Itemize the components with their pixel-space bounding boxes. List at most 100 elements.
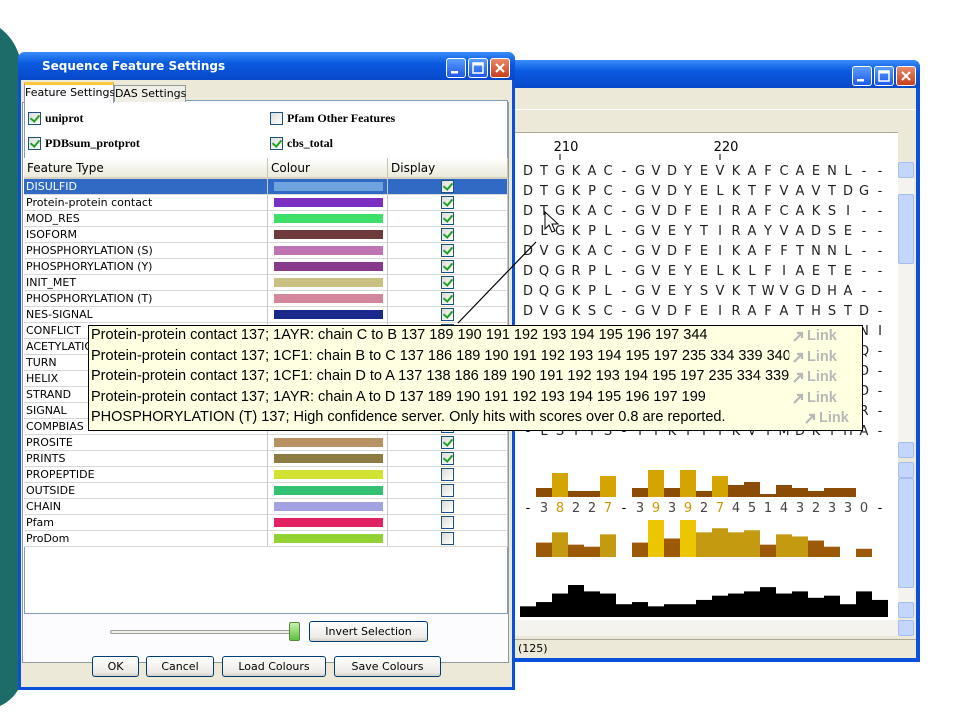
residue: - bbox=[862, 244, 867, 259]
feature-name[interactable]: PHOSPHORYLATION (S) bbox=[24, 243, 268, 259]
colour-swatch[interactable] bbox=[274, 262, 383, 271]
feature-name[interactable]: PROSITE bbox=[24, 435, 268, 451]
residue: D bbox=[795, 424, 805, 439]
display-checkbox[interactable] bbox=[441, 212, 454, 225]
link-text[interactable]: Link bbox=[807, 328, 837, 344]
colour-swatch[interactable] bbox=[274, 230, 383, 239]
save-button[interactable]: Save Colours bbox=[334, 656, 441, 677]
slider-thumb[interactable] bbox=[289, 622, 300, 641]
colour-swatch[interactable] bbox=[274, 278, 383, 287]
display-checkbox[interactable] bbox=[441, 484, 454, 497]
load-button[interactable]: Load Colours bbox=[222, 656, 326, 677]
consensus-bar bbox=[792, 591, 808, 617]
minimize-button[interactable] bbox=[852, 66, 872, 86]
colour-swatch[interactable] bbox=[274, 518, 383, 527]
colour-swatch[interactable] bbox=[274, 198, 383, 207]
residue: S bbox=[588, 304, 596, 319]
feature-name[interactable]: PRINTS bbox=[24, 451, 268, 467]
display-checkbox[interactable] bbox=[441, 276, 454, 289]
colour-swatch[interactable] bbox=[274, 246, 383, 255]
display-checkbox[interactable] bbox=[441, 228, 454, 241]
display-checkbox[interactable] bbox=[441, 244, 454, 257]
link-icon[interactable]: Link bbox=[789, 389, 840, 408]
link-text[interactable]: Link bbox=[807, 348, 837, 365]
feature-name[interactable]: DISULFID bbox=[24, 179, 268, 195]
feature-name[interactable]: PHOSPHORYLATION (T) bbox=[24, 291, 268, 307]
source-checkbox[interactable] bbox=[28, 112, 41, 125]
link-icon[interactable]: Link bbox=[789, 369, 840, 388]
display-cell bbox=[388, 307, 508, 323]
link-text[interactable]: Link bbox=[807, 389, 837, 406]
link-icon[interactable]: Link bbox=[789, 348, 840, 367]
residue: R bbox=[731, 204, 740, 219]
display-checkbox[interactable] bbox=[441, 516, 454, 529]
close-button[interactable] bbox=[896, 66, 916, 86]
link-icon[interactable]: Link bbox=[801, 410, 852, 429]
colour-swatch[interactable] bbox=[274, 438, 383, 447]
residue: G bbox=[555, 224, 565, 239]
link-icon[interactable]: Link bbox=[789, 328, 840, 346]
feature-name[interactable]: MOD_RES bbox=[24, 211, 268, 227]
feature-name[interactable]: PHOSPHORYLATION (Y) bbox=[24, 259, 268, 275]
residue: L bbox=[748, 264, 756, 279]
residue: A bbox=[796, 184, 805, 199]
residue: K bbox=[572, 244, 581, 259]
feature-name[interactable]: ProDom bbox=[24, 531, 268, 547]
colour-swatch[interactable] bbox=[274, 294, 383, 303]
display-checkbox[interactable] bbox=[441, 196, 454, 209]
feature-name[interactable]: ISOFORM bbox=[24, 227, 268, 243]
colour-swatch[interactable] bbox=[274, 534, 383, 543]
vertical-scrollbar[interactable] bbox=[898, 162, 914, 458]
colour-swatch[interactable] bbox=[274, 486, 383, 495]
display-checkbox[interactable] bbox=[441, 500, 454, 513]
feature-name[interactable]: CHAIN bbox=[24, 499, 268, 515]
colour-swatch[interactable] bbox=[274, 214, 383, 223]
display-checkbox[interactable] bbox=[441, 468, 454, 481]
close-button[interactable] bbox=[490, 58, 510, 78]
maximize-button[interactable] bbox=[468, 58, 488, 78]
source-checkbox[interactable] bbox=[270, 137, 283, 150]
ok-button[interactable]: OK bbox=[92, 656, 139, 677]
link-text[interactable]: Link bbox=[819, 410, 849, 427]
feature-name[interactable]: OUTSIDE bbox=[24, 483, 268, 499]
display-checkbox[interactable] bbox=[441, 308, 454, 321]
source-checkbox[interactable] bbox=[270, 112, 283, 125]
colour-swatch[interactable] bbox=[274, 182, 383, 191]
residue: V bbox=[780, 184, 789, 199]
colour-swatch[interactable] bbox=[274, 310, 383, 319]
display-checkbox[interactable] bbox=[441, 260, 454, 273]
conservation-bar bbox=[568, 491, 584, 497]
feature-name[interactable]: NES-SIGNAL bbox=[24, 307, 268, 323]
colour-cell bbox=[268, 275, 388, 291]
residue: L bbox=[844, 244, 852, 259]
display-checkbox[interactable] bbox=[441, 532, 454, 545]
display-checkbox[interactable] bbox=[441, 180, 454, 193]
colour-swatch[interactable] bbox=[274, 454, 383, 463]
maximize-button[interactable] bbox=[874, 66, 894, 86]
status-bar: (125) bbox=[484, 639, 916, 658]
link-text[interactable]: Link bbox=[807, 369, 837, 386]
minimize-button[interactable] bbox=[446, 58, 466, 78]
display-checkbox[interactable] bbox=[441, 452, 454, 465]
residue: I bbox=[718, 244, 722, 259]
display-checkbox[interactable] bbox=[441, 436, 454, 449]
colour-swatch[interactable] bbox=[274, 502, 383, 511]
residue: - bbox=[862, 204, 867, 219]
colour-swatch[interactable] bbox=[274, 470, 383, 479]
residue: D bbox=[523, 264, 533, 279]
tab[interactable]: DAS Settings bbox=[114, 85, 187, 102]
annotation-scrollbar[interactable] bbox=[898, 462, 914, 618]
residue: N bbox=[859, 324, 869, 339]
tab[interactable]: Feature Settings bbox=[24, 82, 115, 103]
residue: L bbox=[716, 264, 724, 279]
feature-name[interactable]: INIT_MET bbox=[24, 275, 268, 291]
horizontal-scrollbar[interactable] bbox=[484, 620, 914, 636]
source-checkbox[interactable] bbox=[28, 137, 41, 150]
cancel-button[interactable]: Cancel bbox=[146, 656, 214, 677]
feature-name[interactable]: Protein-protein contact bbox=[24, 195, 268, 211]
display-checkbox[interactable] bbox=[441, 292, 454, 305]
feature-name[interactable]: Pfam bbox=[24, 515, 268, 531]
feature-name[interactable]: PROPEPTIDE bbox=[24, 467, 268, 483]
invert-button[interactable]: Invert Selection bbox=[309, 621, 428, 642]
residue: Y bbox=[763, 224, 772, 239]
